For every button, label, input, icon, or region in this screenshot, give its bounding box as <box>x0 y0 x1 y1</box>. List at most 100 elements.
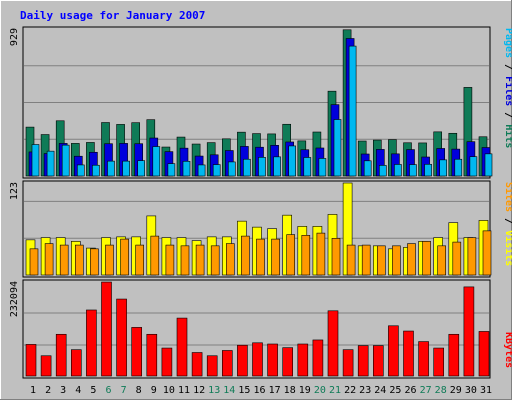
kbytes-bar-day-10 <box>161 347 173 377</box>
kbytes-legend: KBytes <box>503 332 512 368</box>
sites-bar-day-14 <box>226 243 235 276</box>
pages-bar-day-1 <box>31 144 40 177</box>
sites-bar-day-23 <box>361 244 371 276</box>
kbytes-bar-day-6 <box>101 281 112 377</box>
kbytes-bar-day-21 <box>327 310 339 377</box>
pages-bar-day-26 <box>409 164 417 177</box>
sites-bar-day-8 <box>135 244 144 276</box>
kbytes-bar-day-31 <box>478 331 490 377</box>
pages-bar-day-2 <box>46 150 55 177</box>
legend-sites: Sites <box>503 182 512 212</box>
day-label-31: 31 <box>480 385 492 396</box>
sites-bar-day-19 <box>301 235 311 276</box>
day-label-2: 2 <box>45 385 51 396</box>
pages-bar-day-28 <box>439 159 448 177</box>
day-label-19: 19 <box>299 385 311 396</box>
sites-bar-day-31 <box>482 230 492 276</box>
sites-bar-day-1 <box>29 248 39 276</box>
kbytes-bar-day-1 <box>25 344 37 377</box>
pages-bar-day-23 <box>363 160 372 177</box>
pages-bar-day-27 <box>424 163 432 177</box>
pages-bar-day-8 <box>137 160 145 177</box>
sites-bar-day-27 <box>422 241 431 276</box>
day-label-12: 12 <box>193 385 205 396</box>
sites-bar-day-6 <box>105 244 114 276</box>
pages-bar-day-30 <box>469 156 478 177</box>
sites-bar-day-18 <box>286 234 296 276</box>
pages-bar-day-17 <box>273 156 281 177</box>
kbytes-bar-day-29 <box>448 333 460 377</box>
legend-visits: Visits <box>503 230 512 266</box>
kbytes-bar-day-28 <box>433 347 445 377</box>
day-label-10: 10 <box>163 385 175 396</box>
day-label-28: 28 <box>435 385 447 396</box>
day-label-15: 15 <box>238 385 250 396</box>
pages-bar-day-20 <box>318 158 327 177</box>
pages-bar-day-6 <box>107 160 115 177</box>
kbytes-bar-day-11 <box>176 317 188 377</box>
pages-bar-day-10 <box>167 163 176 177</box>
day-label-16: 16 <box>253 385 265 396</box>
sites-bar-day-2 <box>44 243 54 276</box>
sites-bar-day-22 <box>346 244 356 276</box>
legend-hits: Hits <box>503 124 512 148</box>
legend-pages: Pages <box>503 28 512 58</box>
sites-bar-day-10 <box>165 244 175 276</box>
sites-bar-day-29 <box>452 241 462 276</box>
day-label-22: 22 <box>344 385 356 396</box>
sites-bar-day-28 <box>437 245 447 276</box>
kbytes-bar-day-5 <box>86 309 97 377</box>
day-label-9: 9 <box>151 385 157 396</box>
day-label-8: 8 <box>136 385 142 396</box>
legend-kbytes: KBytes <box>503 332 512 368</box>
sites-bar-day-17 <box>271 238 280 276</box>
pages-bar-day-21 <box>333 119 342 177</box>
chart-title: Daily usage for January 2007 <box>20 9 205 22</box>
day-label-5: 5 <box>90 385 96 396</box>
sites-bar-day-21 <box>331 238 341 276</box>
kbytes-bar-day-25 <box>388 325 399 377</box>
day-label-21: 21 <box>329 385 341 396</box>
pages-bar-day-3 <box>61 144 70 177</box>
day-label-23: 23 <box>359 385 371 396</box>
kbytes-bar-day-16 <box>252 342 263 377</box>
day-label-29: 29 <box>450 385 462 396</box>
day-label-20: 20 <box>314 385 326 396</box>
kbytes-bar-day-7 <box>116 298 127 377</box>
sites-bar-day-4 <box>75 244 84 276</box>
day-label-13: 13 <box>208 385 220 396</box>
day-label-11: 11 <box>178 385 190 396</box>
pages-bar-day-22 <box>348 45 357 177</box>
kbytes-bar-day-15 <box>237 344 248 377</box>
day-label-24: 24 <box>374 385 386 396</box>
sites-bar-day-11 <box>180 245 190 276</box>
sites-bar-day-26 <box>407 243 416 276</box>
kbytes-bar-day-27 <box>418 341 429 377</box>
kbytes-bar-day-2 <box>40 355 52 377</box>
kbytes-ymax-label: 232094 <box>9 281 20 317</box>
day-label-18: 18 <box>284 385 296 396</box>
pages-bar-day-11 <box>182 160 191 177</box>
day-label-4: 4 <box>75 385 81 396</box>
kbytes-bar-day-4 <box>71 349 82 377</box>
sites-bar-day-15 <box>241 235 250 276</box>
pages-bar-day-18 <box>288 145 297 177</box>
kbytes-bar-day-23 <box>357 345 369 377</box>
hits-legend: Pages / Files / Hits <box>503 28 512 148</box>
kbytes-bar-day-14 <box>222 350 233 377</box>
day-label-26: 26 <box>404 385 416 396</box>
sites-bar-day-20 <box>316 232 326 276</box>
sites-bar-day-7 <box>120 238 129 276</box>
sites-bar-day-12 <box>195 244 205 276</box>
day-label-25: 25 <box>389 385 401 396</box>
pages-bar-day-24 <box>378 165 387 177</box>
kbytes-bar-day-24 <box>372 345 384 377</box>
day-label-14: 14 <box>223 385 235 396</box>
day-label-6: 6 <box>105 385 111 396</box>
sites-bar-day-3 <box>59 244 69 276</box>
pages-bar-day-14 <box>228 161 236 177</box>
pages-bar-day-31 <box>484 153 493 177</box>
sites-bar-day-13 <box>210 245 220 276</box>
pages-bar-day-19 <box>303 157 312 177</box>
day-label-7: 7 <box>121 385 127 396</box>
